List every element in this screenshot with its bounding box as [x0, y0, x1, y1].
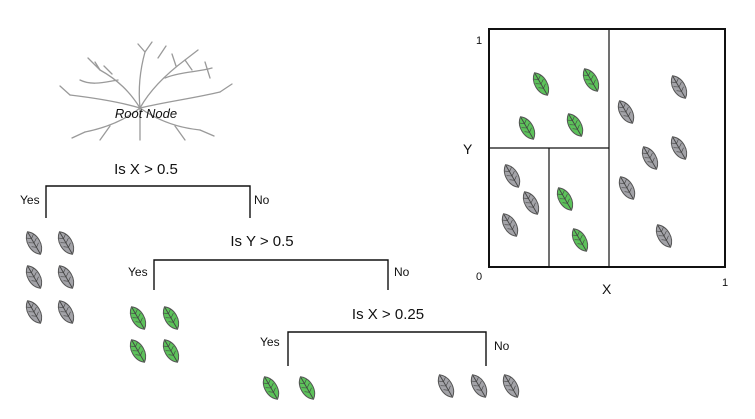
green-leaf-icon: [294, 373, 320, 403]
split-1-bracket: [45, 185, 251, 218]
split-1-yes: Yes: [20, 193, 40, 207]
root-node-label: Root Node: [115, 106, 177, 121]
green-leaf-icon: [158, 336, 184, 366]
green-leaf-icon: [125, 303, 151, 333]
gray-leaf-icon: [498, 371, 524, 401]
x-axis-label: X: [602, 281, 612, 297]
green-leaf-icon: [158, 303, 184, 333]
gray-leaf-icon: [433, 371, 459, 401]
green-leaf-icon: [125, 336, 151, 366]
green-leaf-icon: [258, 373, 284, 403]
gray-leaf-icon: [21, 228, 47, 258]
question-1-label: Is X > 0.5: [114, 161, 178, 178]
split-3-bracket: [287, 331, 487, 366]
y-axis-max-label: 1: [476, 35, 482, 47]
split-2-bracket: [153, 259, 389, 290]
gray-leaf-icon: [21, 262, 47, 292]
x-axis-min-label: 0: [476, 271, 482, 283]
split-1-no: No: [254, 193, 270, 207]
split-2-no: No: [394, 265, 410, 279]
gray-leaf-icon: [21, 297, 47, 327]
gray-leaf-icon: [53, 297, 79, 327]
split-3-no: No: [494, 339, 510, 353]
x-axis-max-label: 1: [722, 277, 728, 289]
gray-leaf-icon: [53, 262, 79, 292]
gray-leaf-icon: [53, 228, 79, 258]
root-tree-illustration: [59, 41, 233, 141]
gray-leaf-icon: [466, 371, 492, 401]
split-2-yes: Yes: [128, 265, 148, 279]
y-axis-label: Y: [463, 141, 473, 157]
question-2-label: Is Y > 0.5: [230, 233, 293, 250]
split-3-yes: Yes: [260, 335, 280, 349]
question-3-label: Is X > 0.25: [352, 306, 424, 323]
